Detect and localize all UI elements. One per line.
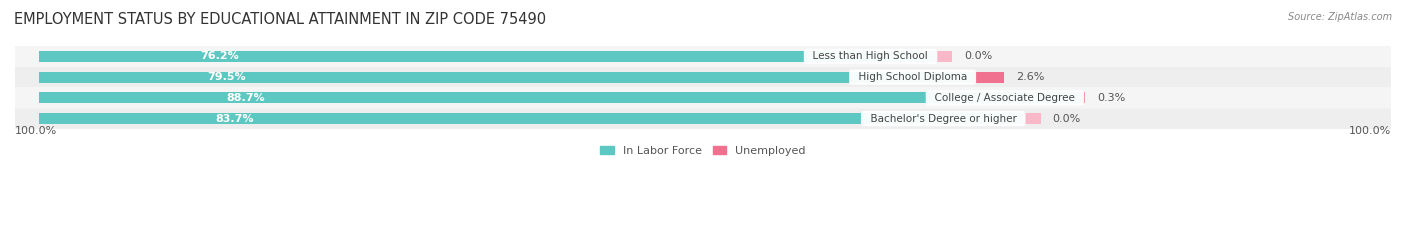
Bar [1024,113,1040,124]
Text: 83.7%: 83.7% [215,114,254,124]
Legend: In Labor Force, Unemployed: In Labor Force, Unemployed [596,141,810,160]
Text: 88.7%: 88.7% [226,93,264,103]
Text: 76.2%: 76.2% [200,51,239,62]
FancyBboxPatch shape [15,108,1406,129]
Bar [1081,93,1085,103]
Bar [38,51,935,62]
Text: Less than High School: Less than High School [807,51,935,62]
Text: College / Associate Degree: College / Associate Degree [928,93,1081,103]
Text: 0.3%: 0.3% [1097,93,1125,103]
FancyBboxPatch shape [15,67,1406,88]
Text: 0.0%: 0.0% [1052,114,1081,124]
Text: 2.6%: 2.6% [1015,72,1045,82]
Text: 79.5%: 79.5% [207,72,246,82]
Text: 0.0%: 0.0% [965,51,993,62]
Bar [38,113,1024,124]
Bar [935,51,952,62]
FancyBboxPatch shape [15,46,1406,67]
Text: 100.0%: 100.0% [1348,126,1391,136]
Text: Bachelor's Degree or higher: Bachelor's Degree or higher [863,114,1024,124]
Text: EMPLOYMENT STATUS BY EDUCATIONAL ATTAINMENT IN ZIP CODE 75490: EMPLOYMENT STATUS BY EDUCATIONAL ATTAINM… [14,12,546,27]
Text: High School Diploma: High School Diploma [852,72,973,82]
Text: 100.0%: 100.0% [15,126,58,136]
Bar [38,93,1081,103]
Text: Source: ZipAtlas.com: Source: ZipAtlas.com [1288,12,1392,22]
Bar [973,72,1004,82]
Bar [38,72,973,82]
FancyBboxPatch shape [15,88,1406,108]
